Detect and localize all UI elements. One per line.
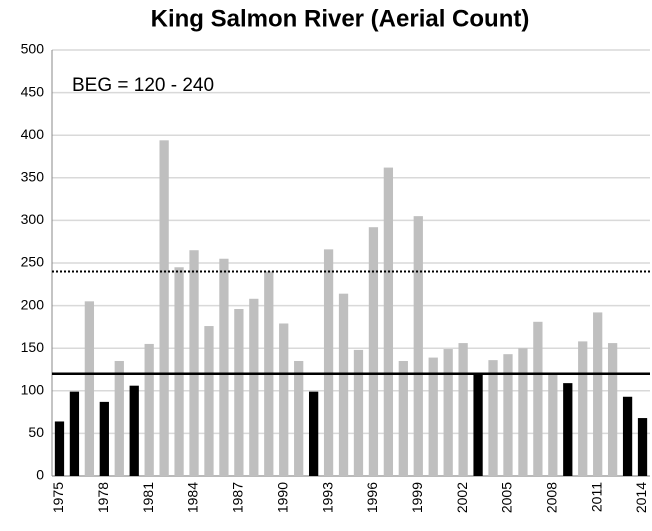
bar [204, 326, 214, 476]
bar [308, 391, 319, 476]
bar [323, 249, 334, 476]
bar [428, 357, 438, 476]
y-tick-label: 200 [21, 296, 45, 312]
x-tick-label: 2005 [499, 482, 515, 513]
y-tick-label: 0 [36, 467, 44, 483]
bar [368, 227, 379, 476]
x-tick-label: 1981 [140, 482, 156, 513]
bar [338, 293, 349, 476]
y-tick-label: 350 [21, 169, 45, 185]
bar [458, 343, 468, 476]
x-tick-label: 2011 [588, 482, 604, 512]
bar [294, 360, 304, 476]
y-tick-label: 100 [21, 382, 45, 398]
y-tick-label: 500 [21, 41, 45, 57]
y-tick-label: 300 [21, 211, 45, 227]
bar [174, 267, 184, 476]
bar [54, 421, 65, 476]
y-tick-label: 150 [21, 339, 45, 355]
bar [249, 298, 259, 476]
bar [234, 309, 244, 476]
x-tick-label: 1993 [319, 482, 335, 513]
bar [159, 140, 169, 476]
bar [533, 321, 543, 476]
bar [84, 301, 95, 476]
bar [622, 396, 633, 476]
x-tick-label: 1996 [364, 482, 380, 513]
bar [383, 167, 394, 477]
x-tick-label: 1990 [274, 482, 290, 513]
bar [607, 343, 618, 476]
bar [637, 418, 648, 476]
x-tick-label: 1999 [409, 482, 425, 513]
y-tick-label: 400 [21, 126, 45, 142]
bar [189, 250, 199, 476]
bar [518, 348, 528, 476]
bar [488, 360, 498, 476]
bar [548, 373, 558, 476]
bar [114, 360, 124, 476]
bar [353, 349, 364, 476]
bar [219, 258, 229, 476]
bar [413, 216, 423, 476]
y-tick-label: 450 [21, 83, 45, 99]
x-tick-label: 1984 [185, 482, 201, 513]
bar [69, 391, 80, 476]
x-tick-label: 1987 [230, 482, 246, 513]
bar [593, 312, 603, 476]
y-tick-label: 50 [28, 424, 44, 440]
bar [279, 323, 289, 476]
bar [578, 341, 588, 476]
chart-title: King Salmon River (Aerial Count) [151, 5, 530, 32]
bar [473, 373, 483, 476]
bar [99, 401, 109, 476]
annotation: BEG = 120 - 240 [72, 75, 214, 96]
bar [144, 343, 154, 476]
bar [503, 354, 513, 476]
y-tick-label: 250 [21, 254, 45, 270]
bar [443, 349, 453, 476]
x-tick-label: 1975 [50, 482, 66, 513]
bar [398, 360, 408, 476]
x-tick-label: 2008 [544, 482, 560, 513]
x-tick-label: 2014 [633, 482, 649, 513]
x-tick-label: 1978 [95, 482, 111, 513]
bar [129, 385, 139, 476]
x-tick-label: 2002 [454, 482, 470, 513]
bar [563, 383, 573, 476]
